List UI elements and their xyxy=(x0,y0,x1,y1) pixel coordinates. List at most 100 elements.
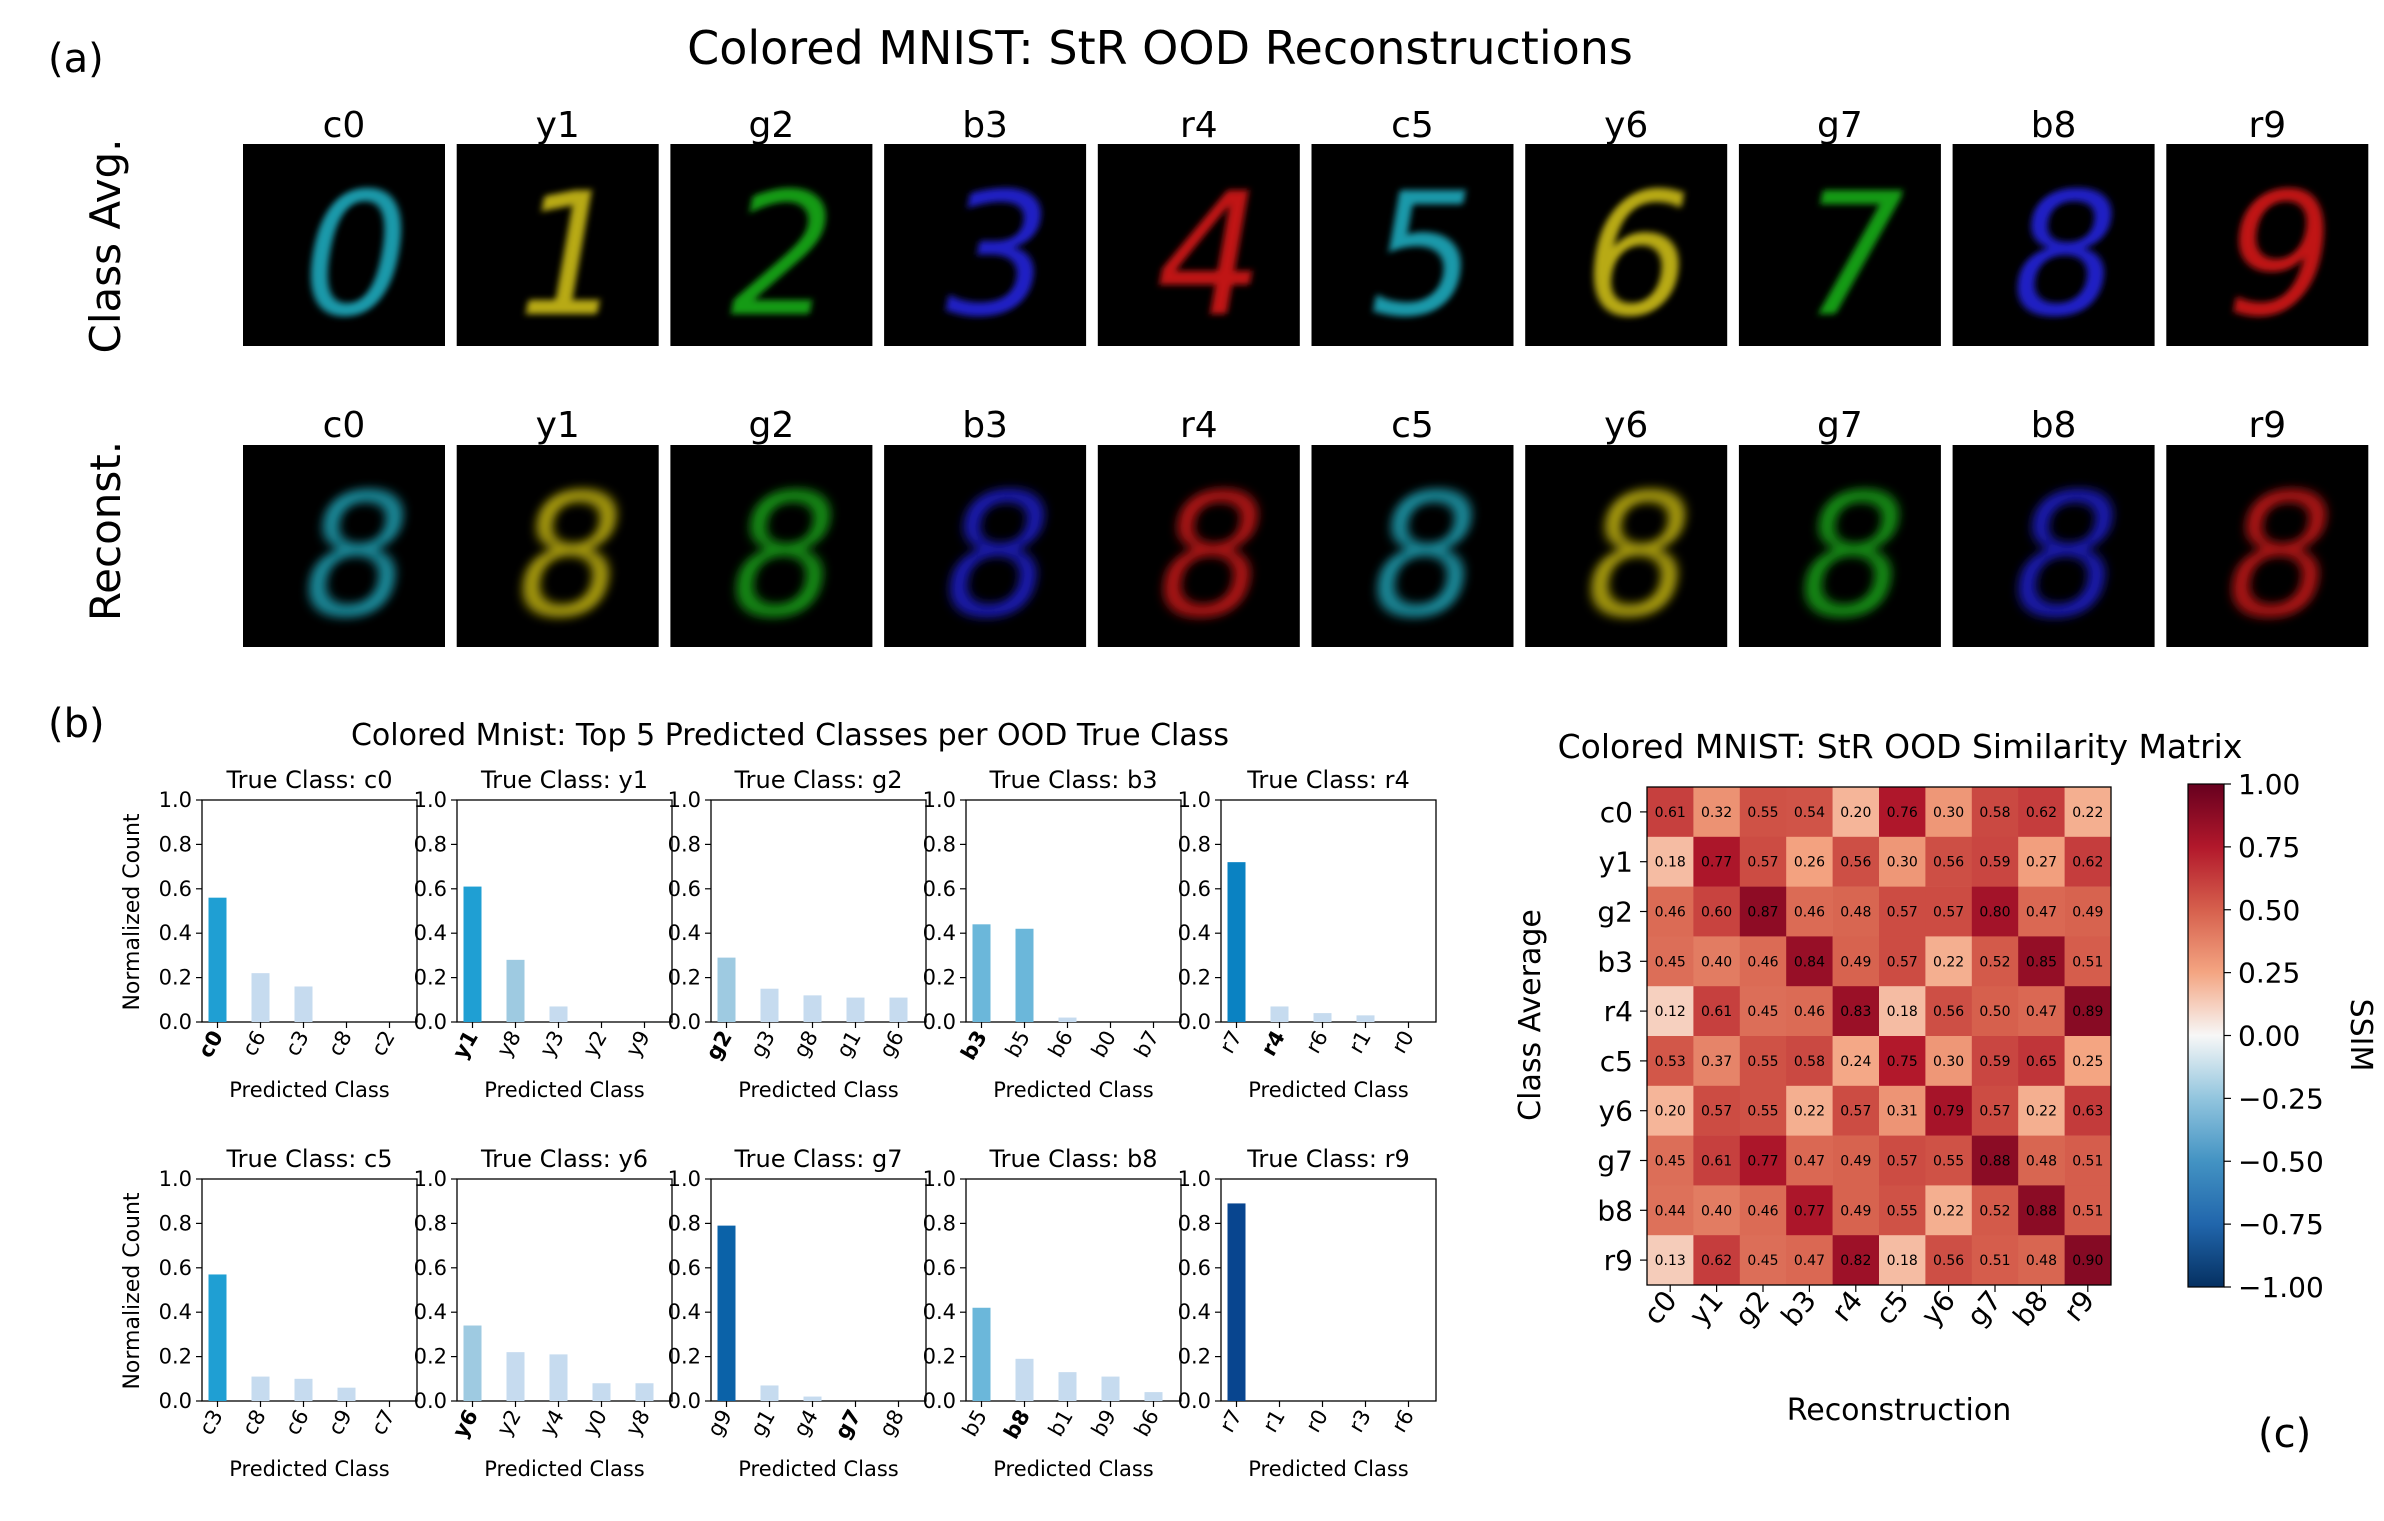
heatmap-cell-value: 0.57 xyxy=(1933,905,1964,921)
heatmap-x-label: g2 xyxy=(1728,1284,1776,1332)
heatmap-cell-value: 0.82 xyxy=(1840,1253,1871,1269)
heatmap-cell xyxy=(1693,1036,1741,1087)
bar xyxy=(1015,928,1034,1022)
image-column-label: g2 xyxy=(749,105,795,146)
heatmap-y-label: r9 xyxy=(1604,1244,1633,1277)
heatmap-cell-value: 0.60 xyxy=(1701,905,1732,921)
heatmap-cell-value: 0.51 xyxy=(2072,1203,2103,1219)
ylabel-row2: Normalized Count xyxy=(120,1192,145,1389)
y-tick-label: 1.0 xyxy=(668,788,701,812)
heatmap-cell-value: 0.49 xyxy=(1840,1203,1871,1219)
subplot-frame xyxy=(710,799,927,1023)
heatmap-cell xyxy=(2064,1185,2112,1236)
class-average-image xyxy=(243,144,445,346)
heatmap-cell-value: 0.27 xyxy=(2026,855,2057,871)
colorbar-tick-label: 0.00 xyxy=(2238,1020,2300,1053)
heatmap-cell xyxy=(2064,1085,2112,1136)
heatmap-cell-value: 0.55 xyxy=(1747,1054,1778,1070)
heatmap-cell xyxy=(1832,1135,1880,1186)
y-tick-label: 0.6 xyxy=(668,1256,701,1280)
y-tick-label: 0.2 xyxy=(414,966,447,990)
heatmap-cell xyxy=(1925,1185,1973,1236)
row-label-class-avg: Class Avg. xyxy=(81,139,130,354)
heatmap-cell xyxy=(1971,1135,2019,1186)
class-average-image xyxy=(1525,144,1728,346)
x-tick-label: r4 xyxy=(1257,1027,1290,1061)
heatmap-cell xyxy=(1971,1085,2019,1136)
y-tick-label: 0.0 xyxy=(159,1389,192,1413)
heatmap-cell xyxy=(1925,1235,1973,1286)
subplot-title: True Class: c0 xyxy=(226,766,393,794)
x-tick-label: y4 xyxy=(535,1406,569,1440)
heatmap-cell-value: 0.40 xyxy=(1701,1203,1732,1219)
subplot-frame xyxy=(710,1178,927,1402)
x-axis-label: Predicted Class xyxy=(738,1078,899,1102)
x-tick-label: g1 xyxy=(746,1406,780,1441)
bar xyxy=(1313,1013,1332,1022)
heatmap-cell-value: 0.32 xyxy=(1701,805,1732,821)
bar xyxy=(803,995,822,1022)
y-tick-label: 1.0 xyxy=(668,1167,701,1191)
subplot-title: True Class: g2 xyxy=(734,766,903,794)
heatmap-cell-value: 0.85 xyxy=(2026,954,2057,970)
x-tick-label: g7 xyxy=(830,1406,866,1444)
heatmap-cell xyxy=(1693,836,1741,887)
bar xyxy=(717,1225,736,1401)
colorbar-tick-label: 0.50 xyxy=(2238,894,2300,927)
heatmap-cell-value: 0.56 xyxy=(1933,855,1964,871)
y-tick-label: 0.4 xyxy=(414,1300,447,1324)
bar xyxy=(972,924,991,1022)
x-tick-label: g2 xyxy=(701,1027,737,1065)
x-tick-label: r1 xyxy=(1258,1406,1290,1437)
y-tick-label: 0.0 xyxy=(923,1010,956,1034)
heatmap-cell-value: 0.18 xyxy=(1887,1253,1918,1269)
x-tick-label: y6 xyxy=(448,1406,483,1443)
heatmap-cell-value: 0.58 xyxy=(1794,1054,1825,1070)
y-tick-label: 0.2 xyxy=(668,1345,701,1369)
y-tick-label: 0.4 xyxy=(668,1300,701,1324)
heatmap-cell xyxy=(2064,1036,2112,1087)
heatmap-y-label: y6 xyxy=(1599,1095,1633,1128)
heatmap-cell xyxy=(1693,1135,1741,1186)
x-tick-label: r3 xyxy=(1344,1406,1376,1437)
bar-subplot: True Class: r4 0.0 0.2 0.4 0.6 0.8 1.0 r7 r4 r6 r1… xyxy=(1178,766,1437,1102)
heatmap-cell-value: 0.76 xyxy=(1887,805,1918,821)
image-column-label: y6 xyxy=(1604,405,1648,446)
x-tick-label: c0 xyxy=(194,1027,228,1062)
x-tick-label: r7 xyxy=(1215,1406,1247,1437)
colorbar-tick-label: 0.25 xyxy=(2238,957,2300,990)
y-tick-label: 0.6 xyxy=(923,1256,956,1280)
y-tick-label: 1.0 xyxy=(923,788,956,812)
heatmap-y-label: c5 xyxy=(1600,1045,1633,1078)
x-tick-label: b7 xyxy=(1130,1027,1164,1062)
heatmap-cell xyxy=(1925,787,1973,838)
heatmap-x-label: y6 xyxy=(1915,1284,1962,1332)
y-tick-label: 0.8 xyxy=(159,832,192,856)
bar xyxy=(760,988,779,1022)
bar-subplot: True Class: b8 0.0 0.2 0.4 0.6 0.8 1.0 b5 b8 b1 b9… xyxy=(923,1145,1182,1481)
heatmap-cell xyxy=(1925,986,1973,1037)
reconstruction-image xyxy=(1097,445,1300,647)
bar xyxy=(846,997,865,1022)
heatmap-cell-value: 0.56 xyxy=(1933,1253,1964,1269)
heatmap-cell xyxy=(1739,787,1787,838)
colorbar-tick-label: −0.75 xyxy=(2238,1208,2324,1241)
bar-subplot: True Class: y1 0.0 0.2 0.4 0.6 0.8 1.0 y1 y8 y3 y2… xyxy=(414,766,673,1102)
heatmap-cell xyxy=(1647,836,1694,887)
y-tick-label: 0.6 xyxy=(414,1256,447,1280)
bar xyxy=(463,886,482,1022)
image-column-label: g7 xyxy=(1817,405,1863,446)
colorbar xyxy=(2187,783,2225,1288)
class-average-image xyxy=(884,144,1087,346)
bar xyxy=(251,1376,270,1401)
bar-subplot: True Class: c5 0.0 0.2 0.4 0.6 0.8 1.0 c3 c8 c6 c9… xyxy=(159,1145,418,1481)
x-tick-label: c8 xyxy=(324,1027,357,1061)
heatmap-cell-value: 0.26 xyxy=(1794,855,1825,871)
heatmap-x-label: g7 xyxy=(1960,1284,2008,1332)
x-tick-label: r6 xyxy=(1301,1027,1333,1058)
image-column-label: g7 xyxy=(1817,105,1863,146)
y-tick-label: 0.2 xyxy=(414,1345,447,1369)
heatmap-cell-value: 0.52 xyxy=(1979,1203,2010,1219)
heatmap-cell xyxy=(1925,1085,1973,1136)
image-column-label: c5 xyxy=(1391,105,1434,146)
